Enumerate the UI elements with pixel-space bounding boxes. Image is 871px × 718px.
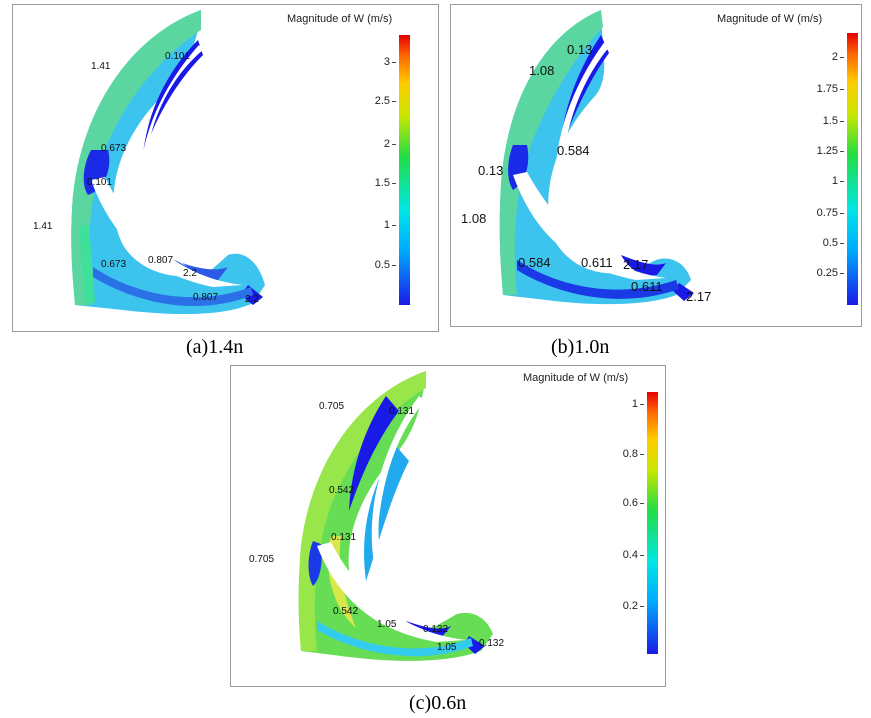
colorbar-tick-a: 1	[384, 219, 396, 231]
contour-label-a: 2.2	[183, 268, 197, 279]
colorbar-tick-c: 0.8	[623, 448, 644, 460]
colorbar-c	[647, 392, 658, 654]
panel-a: Magnitude of W (m/s) 3 2.5 2 1.5 1 0.5 1.41 0.1…	[12, 4, 439, 332]
contour-label-b: 0.584	[518, 255, 551, 270]
colorbar-tick-a: 0.5	[375, 259, 396, 271]
panel-b: Magnitude of W (m/s) 2 1.75 1.5 1.25 1 0.75 0.…	[450, 4, 862, 327]
contour-label-c: 0.705	[319, 401, 345, 412]
impeller-passage-a	[71, 10, 266, 315]
colorbar-tick-b: 0.75	[817, 207, 844, 219]
legend-title-b: Magnitude of W (m/s)	[717, 13, 823, 25]
contour-label-a: 0.673	[101, 259, 127, 270]
colorbar-tick-a: 2.5	[375, 95, 396, 107]
impeller-contour-b	[499, 10, 694, 305]
colorbar-tick-c: 0.4	[623, 549, 644, 561]
colorbar-tick-c: 1	[632, 398, 644, 410]
contour-label-a: 1.41	[91, 61, 111, 72]
contour-label-a: 0.101	[87, 177, 113, 188]
caption-b: (b)1.0n	[551, 336, 610, 358]
contour-label-b: 0.611	[581, 255, 613, 270]
colorbar-tick-b: 1.25	[817, 145, 844, 157]
contour-label-a: 0.673	[101, 143, 127, 154]
colorbar-tick-a: 3	[384, 56, 396, 68]
colorbar-tick-b: 0.25	[817, 267, 844, 279]
colorbar-tick-b: 2	[832, 51, 844, 63]
impeller-passage-b	[499, 10, 694, 305]
colorbar-tick-b: 1.75	[817, 83, 844, 95]
colorbar-tick-b: 0.5	[823, 237, 844, 249]
legend-title-a: Magnitude of W (m/s)	[287, 13, 393, 25]
colorbar-tick-b: 1.5	[823, 115, 844, 127]
contour-label-a: 0.807	[148, 255, 174, 266]
contour-label-b: 1.08	[461, 211, 487, 226]
contour-label-c: 1.05	[377, 619, 397, 630]
contour-label-c: 0.132	[423, 624, 449, 635]
impeller-passage-c	[298, 371, 493, 661]
impeller-contour-c	[298, 371, 493, 661]
panel-c: Magnitude of W (m/s) 1 0.8 0.6 0.4 0.2 0.705 0…	[230, 365, 666, 687]
contour-label-b: 0.584	[557, 143, 590, 158]
contour-label-b: 0.13	[478, 163, 504, 178]
contour-label-b: 2.17	[686, 289, 712, 304]
contour-label-c: 0.131	[389, 406, 415, 417]
contour-label-c: 0.705	[249, 554, 275, 565]
colorbar-tick-b: 1	[832, 175, 844, 187]
contour-label-b: 0.13	[567, 42, 593, 57]
contour-label-b: 2.17	[623, 257, 649, 272]
legend-title-c: Magnitude of W (m/s)	[523, 372, 629, 384]
contour-label-c: 0.132	[479, 638, 505, 649]
contour-label-c: 0.131	[331, 532, 357, 543]
colorbar-b	[847, 33, 858, 305]
caption-a: (a)1.4n	[186, 336, 244, 358]
contour-label-a: 0.101	[165, 51, 191, 62]
contour-label-b: 1.08	[529, 63, 555, 78]
contour-label-c: 0.542	[333, 606, 359, 617]
caption-c: (c)0.6n	[409, 692, 467, 714]
colorbar-tick-c: 0.6	[623, 497, 644, 509]
contour-label-a: 0.807	[193, 292, 219, 303]
contour-label-a: 2.2	[245, 294, 259, 305]
contour-label-a: 1.41	[33, 221, 53, 232]
contour-label-b: 0.611	[631, 279, 663, 294]
impeller-contour-a	[71, 10, 266, 315]
colorbar-tick-c: 0.2	[623, 600, 644, 612]
colorbar-a	[399, 35, 410, 305]
contour-label-c: 0.542	[329, 485, 355, 496]
colorbar-tick-a: 1.5	[375, 177, 396, 189]
colorbar-tick-a: 2	[384, 138, 396, 150]
contour-label-c: 1.05	[437, 642, 457, 653]
